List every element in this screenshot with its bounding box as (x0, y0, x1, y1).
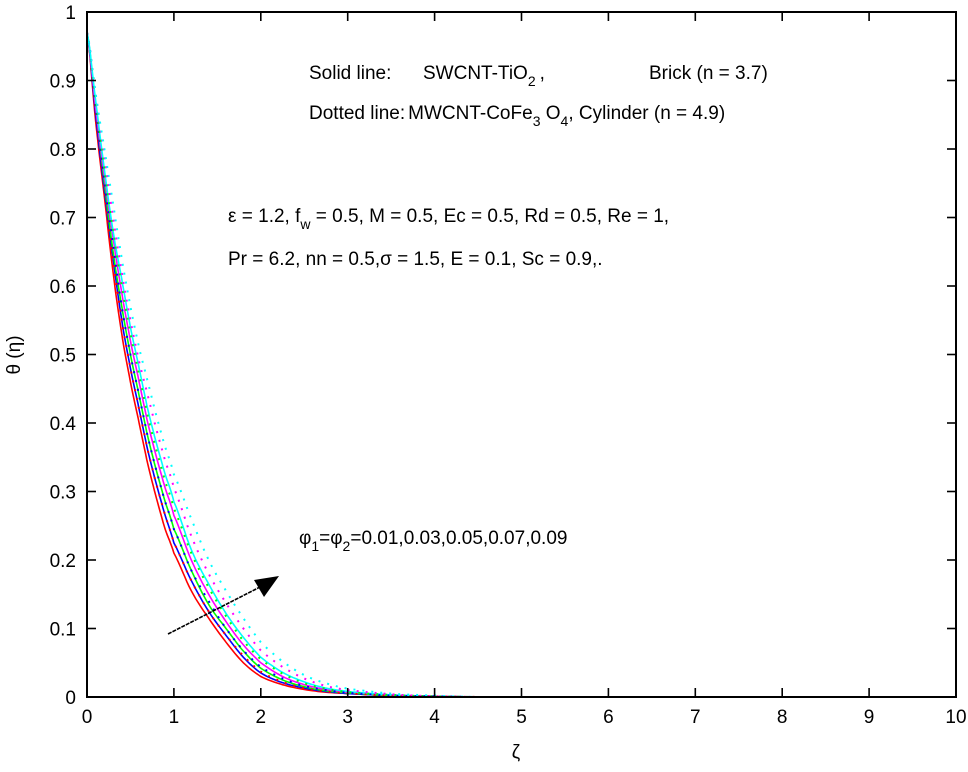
plot-frame (86, 11, 957, 698)
legend-solid: Solid line: SWCNT-TiO2, Brick (n = 3.7) (309, 63, 768, 89)
x-tick-label: 0 (82, 707, 93, 728)
y-tick-label: 0.3 (50, 483, 76, 504)
x-tick-label: 1 (169, 707, 180, 728)
x-tick-label: 10 (945, 707, 966, 728)
dotted-curve-7 (86, 32, 956, 698)
x-tick-label: 4 (429, 707, 440, 728)
phi-annotation: φ1=φ2=0.01,0.03,0.05,0.07,0.09 (299, 528, 567, 554)
y-tick-label: 0.4 (50, 414, 77, 435)
params-line-2: Pr = 6.2, nn = 0.5,σ = 1.5, E = 0.1, Sc … (228, 249, 603, 270)
y-axis-label: θ (η) (4, 335, 25, 374)
y-tick-label: 0.7 (50, 209, 76, 230)
y-tick-label: 0.2 (50, 551, 76, 572)
y-tick-label: 0 (65, 688, 76, 709)
solid-curve-3 (86, 32, 956, 698)
y-tick-label: 0.8 (50, 140, 76, 161)
increase-arrow-icon (167, 576, 279, 635)
x-tick-label: 5 (516, 707, 527, 728)
solid-curve-2 (86, 32, 956, 698)
dotted-curve-9 (86, 32, 956, 698)
legend-dotted: Dotted line: MWCNT-CoFe3 O4, Cylinder (n … (309, 103, 725, 129)
y-tick-label: 0.5 (50, 346, 76, 367)
plot-curves (86, 32, 956, 698)
dotted-curve-5 (86, 32, 956, 698)
dotted-curve-6 (86, 32, 956, 698)
solid-curve-1 (86, 32, 956, 698)
y-tick-label: 1 (65, 3, 76, 24)
y-tick-label: 0.9 (50, 72, 76, 93)
y-tick-label: 0.1 (50, 620, 76, 641)
y-tick-label: 0.6 (50, 277, 76, 298)
solid-curve-4 (86, 32, 956, 698)
params-line-1: ε = 1.2, fw = 0.5, M = 0.5, Ec = 0.5, Rd… (228, 206, 669, 232)
solid-curve-0 (86, 32, 956, 698)
x-tick-label: 3 (342, 707, 353, 728)
x-tick-label: 9 (864, 707, 875, 728)
x-tick-label: 6 (603, 707, 614, 728)
dotted-curve-8 (86, 32, 956, 698)
axis-ticks: 0 1 2 3 4 5 6 7 8 9 10 0 0.1 0.2 0.3 0.4 0.5 0.6 0.7 0.8 0.9… (50, 3, 967, 728)
x-axis-label: ζ (512, 742, 521, 763)
x-tick-label: 7 (690, 707, 701, 728)
x-tick-label: 2 (256, 707, 267, 728)
x-tick-label: 8 (777, 707, 788, 728)
